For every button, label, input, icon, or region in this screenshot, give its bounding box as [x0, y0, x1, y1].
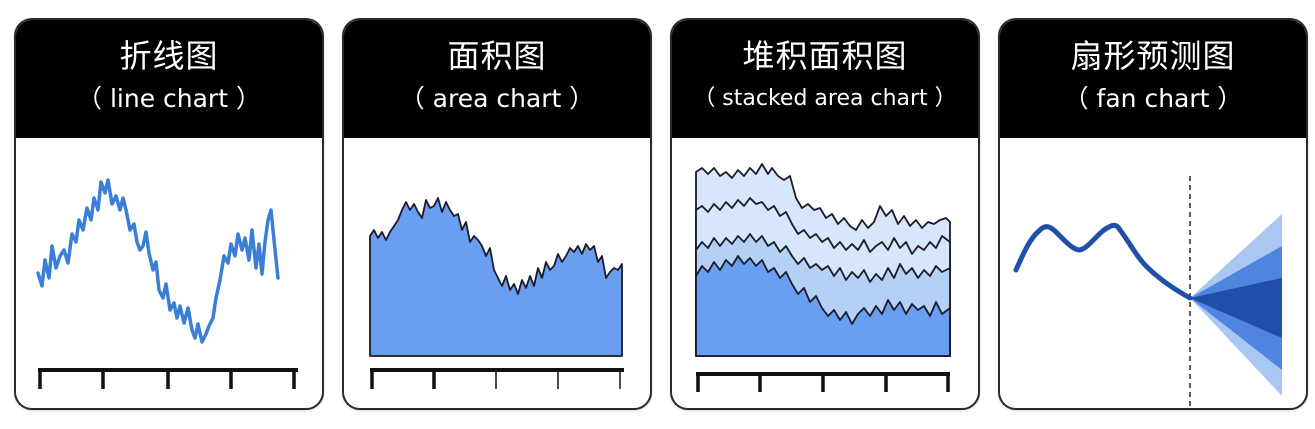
fan-chart-illustration	[1013, 176, 1282, 408]
panel-subtitle: （ fan chart ）	[1063, 84, 1243, 113]
panel-header: 扇形预测图 （ fan chart ）	[1000, 20, 1306, 138]
panel-area-chart: 面积图 （ area chart ）	[342, 18, 652, 410]
panel-subtitle: （ stacked area chart ）	[693, 86, 957, 111]
line-chart-illustration	[36, 178, 298, 389]
area-chart-illustration	[369, 197, 624, 389]
panel-header: 面积图 （ area chart ）	[344, 20, 650, 138]
panel-fan-chart: 扇形预测图 （ fan chart ）	[998, 18, 1308, 410]
panel-header: 折线图 （ line chart ）	[16, 20, 322, 138]
panel-header: 堆积面积图 （ stacked area chart ）	[672, 20, 978, 138]
line-series	[36, 178, 280, 344]
panel-title: 扇形预测图	[1070, 37, 1236, 75]
fan-band-dark	[1190, 278, 1282, 338]
panel-stacked-area-chart: 堆积面积图 （ stacked area chart ）	[670, 18, 980, 410]
area-fill	[369, 197, 623, 357]
panel-line-chart: 折线图 （ line chart ）	[14, 18, 324, 410]
panel-subtitle: （ line chart ）	[77, 84, 261, 113]
panel-title: 堆积面积图	[742, 37, 908, 75]
panel-subtitle: （ area chart ）	[399, 84, 595, 113]
panel-title: 面积图	[447, 37, 547, 75]
panel-title: 折线图	[119, 37, 219, 75]
stacked-area-chart-illustration	[695, 163, 951, 392]
stack-layer-bottom	[695, 255, 951, 357]
fan-history-line	[1013, 222, 1193, 301]
